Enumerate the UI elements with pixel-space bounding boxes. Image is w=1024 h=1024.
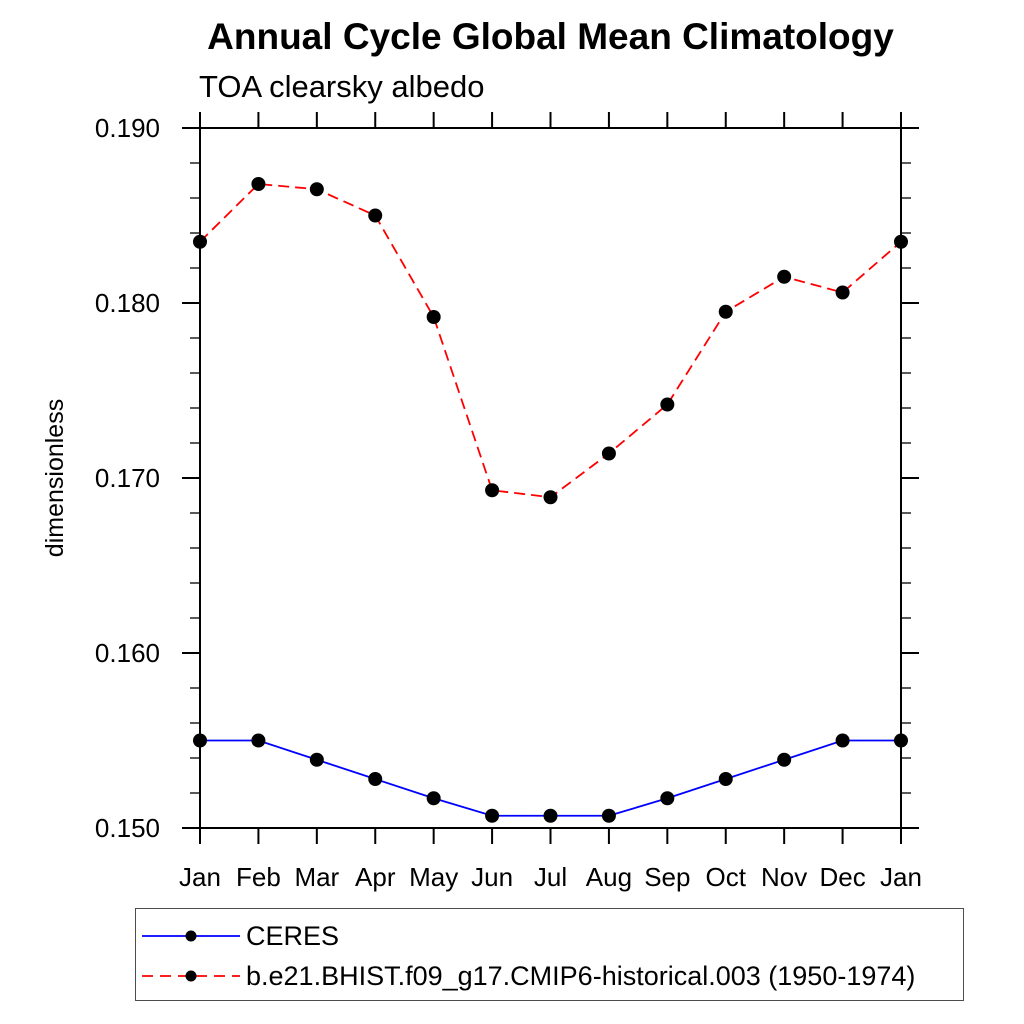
data-point-marker	[309, 182, 324, 197]
y-tick-labels: 0.150 0.160 0.170 0.180 0.190	[95, 113, 160, 843]
data-point-marker	[193, 733, 207, 748]
chart-subtitle: TOA clearsky albedo	[199, 69, 485, 104]
x-tick-label: Oct	[706, 862, 747, 892]
y-tick-label: 0.160	[95, 638, 160, 668]
x-tick-label: Aug	[586, 862, 632, 892]
legend-item-ceres: CERES	[136, 916, 963, 956]
x-axis-ticks	[199, 112, 902, 844]
series-markers-model	[193, 177, 908, 505]
data-point-marker	[426, 310, 441, 324]
data-point-marker	[835, 285, 850, 300]
y-tick-label: 0.190	[95, 113, 160, 143]
x-tick-label: Feb	[236, 862, 281, 892]
series-markers-ceres	[193, 733, 908, 823]
legend-label-ceres: CERES	[246, 920, 340, 951]
data-point-marker	[251, 177, 266, 191]
x-tick-label: Jan	[880, 862, 922, 892]
y-axis-title: dimensionless	[41, 399, 69, 557]
legend-key-model	[142, 970, 240, 982]
data-point-marker	[601, 808, 616, 823]
data-point-marker	[543, 490, 558, 505]
data-point-marker	[718, 304, 733, 319]
x-tick-label: Mar	[294, 862, 339, 892]
x-tick-label: Nov	[761, 862, 807, 892]
data-point-marker	[718, 772, 733, 786]
data-point-marker	[193, 234, 207, 249]
y-tick-label: 0.150	[95, 813, 160, 843]
data-point-marker	[777, 752, 792, 767]
legend-item-model: b.e21.BHIST.f09_g17.CMIP6-historical.003…	[136, 956, 963, 996]
data-point-marker	[601, 446, 616, 461]
chart-title: Annual Cycle Global Mean Climatology	[207, 16, 894, 57]
x-tick-label: May	[409, 862, 458, 892]
x-tick-label: Jan	[179, 862, 221, 892]
y-tick-label: 0.170	[95, 463, 160, 493]
data-point-marker	[485, 808, 500, 823]
data-point-marker	[426, 791, 441, 806]
series-line-ceres	[200, 739, 901, 817]
legend: CERES b.e21.BHIST.f09_g17.CMIP6-historic…	[135, 908, 964, 1001]
y-tick-label: 0.180	[95, 288, 160, 318]
data-point-marker	[894, 234, 908, 249]
y-axis-title-text: dimensionless	[41, 399, 69, 557]
legend-key-ceres	[142, 930, 240, 942]
data-point-marker	[543, 808, 558, 823]
data-point-marker	[485, 483, 500, 498]
data-point-marker	[835, 733, 850, 748]
x-tick-labels: Jan Feb Mar Apr May Jun Jul Aug Sep Oct Nov Dec Jan	[179, 862, 922, 892]
y-axis-ticks	[182, 127, 919, 829]
x-tick-label: Jun	[471, 862, 513, 892]
data-point-marker	[894, 733, 908, 748]
data-point-marker	[368, 208, 383, 223]
legend-label-model: b.e21.BHIST.f09_g17.CMIP6-historical.003…	[246, 960, 916, 991]
x-tick-label: Apr	[355, 862, 396, 892]
legend-marker-icon	[185, 970, 197, 982]
data-point-marker	[777, 269, 792, 284]
data-point-marker	[660, 791, 675, 806]
data-point-marker	[368, 772, 383, 786]
x-tick-label: Dec	[819, 862, 865, 892]
x-tick-label: Sep	[644, 862, 690, 892]
series-line-model	[199, 183, 902, 499]
data-point-marker	[309, 752, 324, 767]
x-tick-label: Jul	[534, 862, 567, 892]
legend-marker-icon	[185, 930, 197, 942]
data-point-marker	[251, 733, 266, 748]
data-point-marker	[660, 397, 675, 412]
plot-frame	[199, 127, 902, 829]
